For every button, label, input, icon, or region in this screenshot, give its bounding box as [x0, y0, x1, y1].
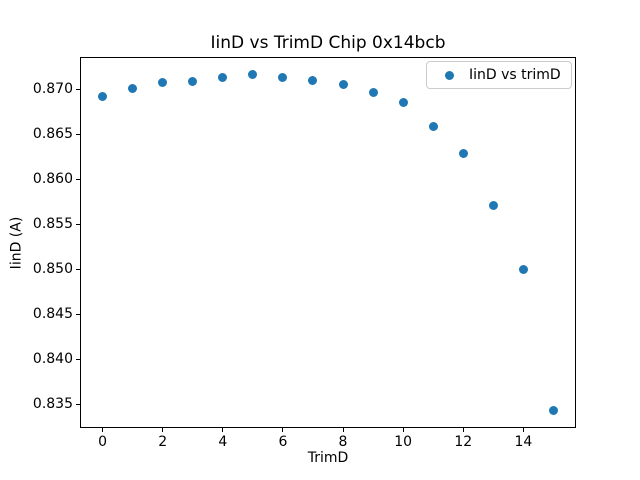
- data-point: [488, 200, 498, 210]
- y-tick-label: 0.840: [32, 350, 73, 367]
- y-tick-mark: [76, 268, 80, 270]
- data-point: [248, 70, 258, 80]
- x-tick-mark: [342, 428, 344, 432]
- y-tick-label: 0.860: [32, 170, 73, 187]
- data-point: [278, 72, 288, 82]
- y-axis-label: IinD (A): [8, 216, 25, 270]
- x-tick-label: 0: [98, 434, 107, 450]
- chart-title: IinD vs TrimD Chip 0x14bcb: [210, 33, 446, 53]
- x-tick-label: 10: [394, 434, 413, 450]
- y-tick-mark: [76, 404, 80, 406]
- legend: IinD vs trimD: [426, 61, 572, 89]
- y-tick-label: 0.865: [32, 125, 73, 142]
- y-tick-label: 0.850: [32, 260, 73, 277]
- x-tick-mark: [522, 428, 524, 432]
- y-tick-label: 0.845: [32, 305, 73, 322]
- x-tick-label: 4: [218, 434, 228, 450]
- data-point: [458, 149, 468, 159]
- scatter-marker-icon: [445, 70, 454, 80]
- x-tick-mark: [402, 428, 404, 432]
- data-point: [188, 77, 198, 87]
- y-tick-label: 0.835: [32, 396, 73, 413]
- legend-label: IinD vs trimD: [469, 67, 561, 83]
- x-tick-mark: [282, 428, 284, 432]
- y-tick-mark: [76, 178, 80, 180]
- x-tick-mark: [162, 428, 164, 432]
- data-point: [398, 98, 408, 108]
- data-point: [518, 264, 528, 274]
- data-point: [158, 78, 168, 88]
- x-tick-label: 8: [338, 434, 348, 450]
- y-tick-mark: [76, 88, 80, 90]
- data-point: [368, 88, 378, 98]
- plot-area: [80, 57, 576, 428]
- y-tick-label: 0.855: [32, 215, 73, 232]
- x-tick-mark: [102, 428, 104, 432]
- y-tick-mark: [76, 358, 80, 360]
- data-point: [428, 122, 438, 132]
- x-tick-label: 14: [514, 434, 533, 450]
- data-point: [308, 76, 318, 86]
- data-point: [548, 406, 558, 416]
- x-tick-label: 12: [454, 434, 473, 450]
- x-axis-label: TrimD: [307, 450, 349, 466]
- data-point: [98, 91, 108, 101]
- y-tick-mark: [76, 313, 80, 315]
- y-tick-mark: [76, 223, 80, 225]
- data-point: [128, 83, 138, 93]
- x-tick-label: 2: [158, 434, 168, 450]
- y-tick-label: 0.870: [32, 80, 73, 97]
- x-tick-label: 6: [278, 434, 288, 450]
- x-tick-mark: [222, 428, 224, 432]
- data-point: [218, 72, 228, 82]
- y-tick-mark: [76, 133, 80, 135]
- data-point: [338, 80, 348, 90]
- x-tick-mark: [462, 428, 464, 432]
